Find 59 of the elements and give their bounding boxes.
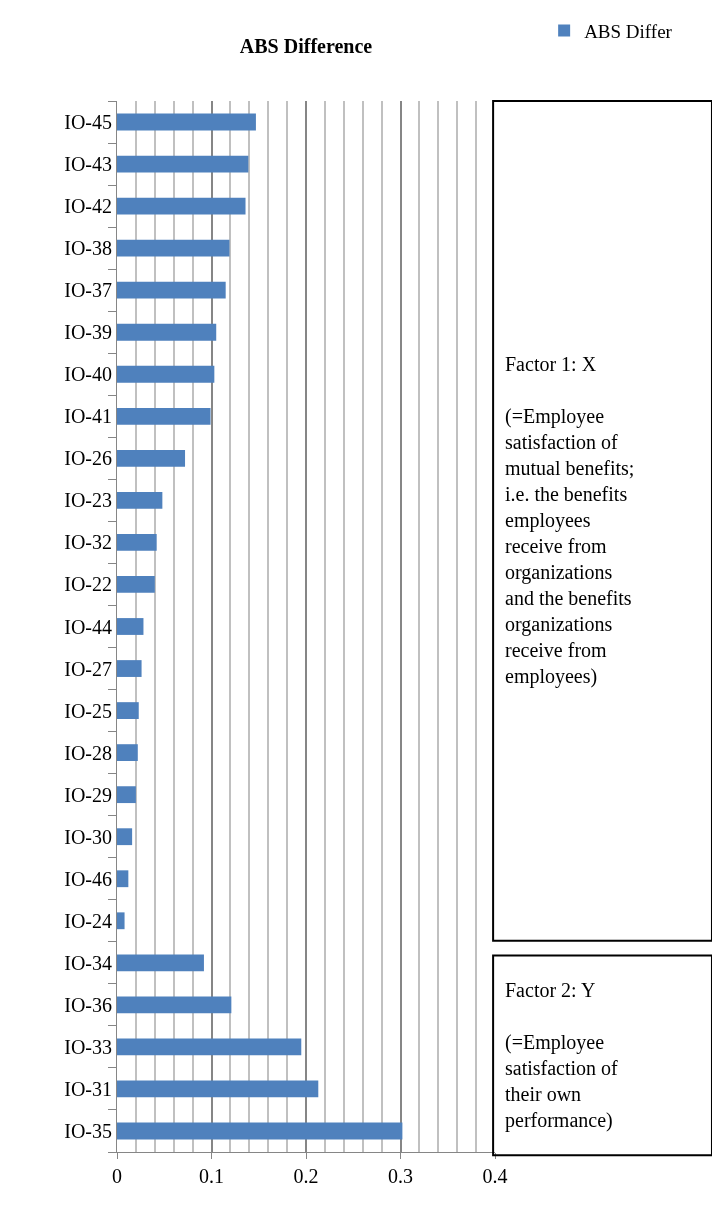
x-tick-label: 0.2 xyxy=(293,1165,319,1187)
y-tick-label: IO-28 xyxy=(64,741,112,764)
bar xyxy=(117,702,139,719)
bar xyxy=(117,239,230,257)
y-tick-label: IO-39 xyxy=(64,321,112,344)
bar xyxy=(117,407,211,425)
y-tick-label: IO-37 xyxy=(64,279,112,302)
y-tick-label: IO-41 xyxy=(64,405,112,428)
bar xyxy=(117,323,217,341)
y-tick-label: IO-22 xyxy=(64,573,112,596)
y-tick-label: IO-34 xyxy=(64,951,112,974)
bar xyxy=(117,744,138,762)
y-tick-label: IO-27 xyxy=(64,657,112,680)
bar xyxy=(117,618,144,635)
y-tick-label: IO-32 xyxy=(64,531,112,554)
bar xyxy=(117,534,157,551)
x-tick-label: 0.1 xyxy=(199,1165,224,1187)
y-tick-label: IO-35 xyxy=(64,1119,112,1142)
y-tick-label: IO-44 xyxy=(64,615,112,638)
y-tick-label: IO-25 xyxy=(64,699,112,722)
y-tick-label: IO-40 xyxy=(64,363,112,386)
bar xyxy=(117,912,125,930)
y-tick-label: IO-45 xyxy=(64,111,112,134)
y-tick-label: IO-30 xyxy=(64,825,112,848)
bar xyxy=(117,281,226,299)
x-tick-label: 0.4 xyxy=(482,1165,508,1187)
bar xyxy=(117,828,133,846)
y-tick-label: IO-24 xyxy=(64,909,112,932)
bar xyxy=(117,954,204,972)
y-tick-label: IO-38 xyxy=(64,237,112,260)
bar xyxy=(117,1080,319,1098)
bar xyxy=(117,449,186,467)
y-tick-label: IO-26 xyxy=(64,447,112,470)
y-tick-label: IO-36 xyxy=(64,993,112,1016)
bar xyxy=(117,1122,403,1140)
bar xyxy=(117,576,155,593)
bar xyxy=(117,155,249,173)
y-tick-label: IO-43 xyxy=(64,153,112,176)
y-tick-label: IO-29 xyxy=(64,783,112,806)
text: Factor 1: X (=Employee satisfaction of mutual benefits; i.e. the benefits employees receive from organizations and the benefits organizations receive from employees) xyxy=(505,353,635,687)
bar xyxy=(117,996,232,1014)
y-tick-label: IO-23 xyxy=(64,489,112,512)
y-tick-label: IO-46 xyxy=(64,867,112,890)
bar xyxy=(117,786,136,804)
x-tick-label: 0 xyxy=(112,1165,122,1187)
bar xyxy=(117,365,215,383)
bar xyxy=(117,197,246,215)
bar xyxy=(117,1038,302,1056)
bar xyxy=(117,491,163,509)
y-tick-label: IO-42 xyxy=(64,195,112,218)
bar xyxy=(117,870,129,888)
legend-label: ABS Differ xyxy=(584,20,673,42)
bar xyxy=(117,660,142,677)
text: Factor 2: Y (=Employee satisfaction of their own performance) xyxy=(505,979,618,1131)
y-tick-label: IO-33 xyxy=(64,1035,112,1058)
x-tick-label: 0.3 xyxy=(388,1165,413,1187)
y-tick-label: IO-31 xyxy=(64,1077,112,1100)
chart-title: ABS Difference xyxy=(239,35,373,57)
bar xyxy=(117,113,256,131)
